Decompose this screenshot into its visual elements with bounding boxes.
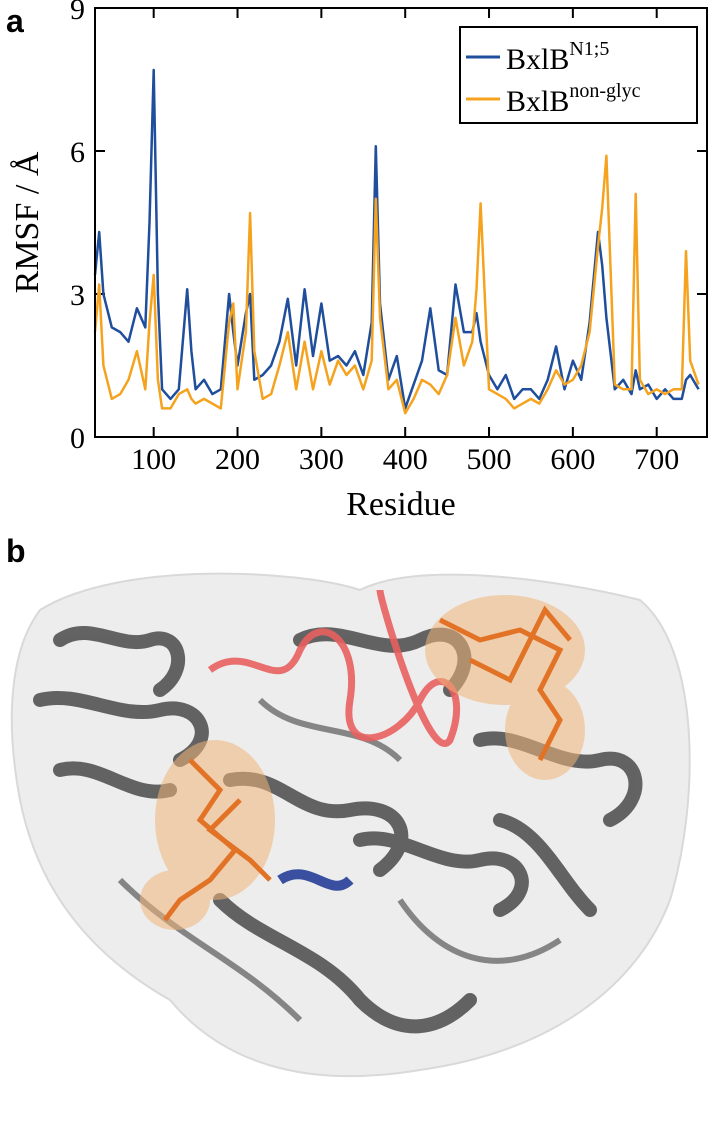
data-line <box>93 154 700 415</box>
x-tick-label: 600 <box>550 443 595 476</box>
legend-name: BxlB <box>506 85 569 118</box>
protein-structure <box>10 572 691 1078</box>
panel-label: b <box>6 533 26 569</box>
x-tick-label: 300 <box>299 443 344 476</box>
legend-superscript: N1;5 <box>569 38 609 60</box>
panel-label: a <box>6 3 24 39</box>
x-tick-label: 500 <box>467 443 512 476</box>
data-line <box>93 68 700 410</box>
y-axis-label: RMSF / Å <box>9 151 46 293</box>
x-tick-label: 100 <box>131 443 176 476</box>
legend-label: BxlBN1;5 <box>506 38 609 76</box>
y-tick-label: 9 <box>70 0 85 26</box>
x-tick-label: 700 <box>634 443 679 476</box>
legend-superscript: non-glyc <box>569 80 640 102</box>
x-tick-label: 200 <box>215 443 260 476</box>
y-tick-label: 6 <box>70 136 85 169</box>
legend-box <box>459 26 698 124</box>
y-tick-label: 3 <box>70 279 85 312</box>
x-tick-label: 400 <box>383 443 428 476</box>
plot-frame <box>94 7 708 438</box>
y-tick-label: 0 <box>70 422 85 455</box>
x-axis-label: Residue <box>346 486 456 523</box>
legend-label: BxlBnon-glyc <box>506 80 641 118</box>
legend-name: BxlB <box>506 43 569 76</box>
